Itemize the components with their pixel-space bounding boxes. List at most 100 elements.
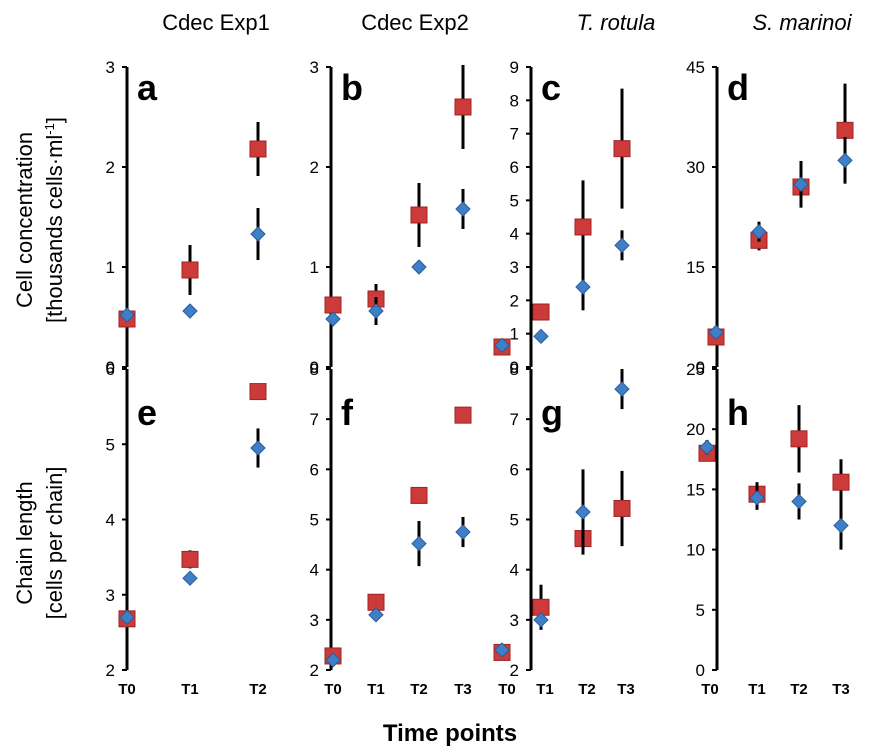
panel-d-blue-marker-3	[837, 152, 853, 169]
panel-g-ytick-label-6: 8	[510, 360, 519, 379]
panel-h-ytick-label-5: 25	[686, 360, 705, 379]
panel-h-xtick-label-3: T3	[832, 681, 850, 698]
panel-b-blue-marker-3	[455, 201, 471, 217]
panel-b-red-marker-3	[454, 98, 472, 116]
panel-f-xtick-label-1: T1	[367, 681, 385, 698]
panel-c-ytick-label-3: 3	[510, 258, 519, 277]
panel-c: 0 1 2 3 4 5 6 7 8 9 c	[493, 58, 631, 377]
panel-c-ytick-label-7: 7	[510, 125, 519, 144]
row-label-bottom-line2: [cells per chain]	[42, 467, 67, 620]
panel-b-blue-marker-0	[325, 311, 341, 327]
panel-c-ytick-label-2: 2	[510, 291, 519, 310]
panel-d: 0 15 30 45 d	[686, 58, 854, 377]
panel-e-ytick-label-1: 3	[106, 586, 115, 605]
panel-f-xtick-label-2: T2	[410, 681, 428, 698]
panel-g-xtick-label-3: T3	[617, 681, 635, 698]
panel-h-xtick-label-1: T1	[748, 681, 766, 698]
panel-d-ytick-label-3: 45	[686, 58, 705, 77]
panel-g-blue-marker-2	[575, 504, 591, 520]
panel-f-blue-marker-1	[368, 607, 384, 623]
panel-c-red-marker-2	[574, 218, 592, 236]
panel-d-blue-marker-2	[793, 176, 809, 193]
panel-h: 0 5 10 15 20 25 h T0 T1 T2 T3	[686, 360, 850, 698]
panel-g-ytick-label-4: 6	[510, 460, 519, 479]
panel-h-ytick-label-2: 10	[686, 541, 705, 560]
panel-e-red-marker-2	[249, 383, 267, 401]
panel-d-ytick-label-1: 15	[686, 258, 705, 277]
panel-c-red-marker-3	[613, 140, 631, 158]
panel-e: 2 3 4 5 6 e T0 T1 T2	[106, 360, 267, 698]
panel-e-xtick-label-1: T1	[181, 681, 199, 698]
panel-g-xtick-label-0: T0	[498, 681, 516, 698]
row-label-top: Cell concentration [thousands cells·ml-1…	[12, 117, 67, 323]
panel-e-ytick-label-4: 6	[106, 360, 115, 379]
panel-b-ytick-label-1: 1	[310, 258, 319, 277]
panel-letter-c: c	[541, 67, 561, 108]
column-title-cdec-exp1: Cdec Exp1	[162, 10, 270, 35]
row-label-bottom-line1: Chain length	[12, 481, 37, 605]
panel-e-blue-marker-1	[182, 570, 198, 586]
panel-f-ytick-label-4: 6	[310, 460, 319, 479]
row-label-top-bracket: ]	[42, 117, 67, 123]
panel-letter-b: b	[341, 67, 363, 108]
panel-h-ytick-label-4: 20	[686, 420, 705, 439]
panel-d-red-marker-3	[836, 121, 854, 139]
panel-h-xtick-label-0: T0	[701, 681, 719, 698]
panel-f-ytick-label-5: 7	[310, 410, 319, 429]
panel-g-ytick-label-0: 2	[510, 661, 519, 680]
panel-h-blue-marker-0	[699, 439, 715, 455]
row-label-top-line2: [thousands cells·ml-1]	[42, 117, 67, 323]
panel-c-ytick-label-4: 4	[510, 225, 519, 244]
panel-f-xtick-label-3: T3	[454, 681, 472, 698]
panel-letter-f: f	[341, 392, 354, 433]
panel-e-red-marker-1	[181, 550, 199, 568]
panel-c-ytick-label-0: 0	[510, 358, 519, 377]
panel-letter-d: d	[727, 67, 749, 108]
panel-g-blue-marker-0	[494, 642, 510, 658]
panel-f-ytick-label-0: 2	[310, 661, 319, 680]
panel-a-red-marker-2	[249, 140, 267, 158]
panel-e-blue-marker-2	[250, 440, 266, 456]
panel-g-blue-marker-1	[533, 612, 549, 628]
panel-f-ytick-label-6: 8	[310, 360, 319, 379]
panel-a-blue-marker-1	[182, 303, 198, 319]
panel-f-ytick-label-1: 3	[310, 611, 319, 630]
panel-f-ytick-label-3: 5	[310, 511, 319, 530]
panel-d-blue-marker-1	[751, 223, 767, 240]
panel-d-ytick-label-2: 30	[686, 158, 705, 177]
panel-e-xtick-label-0: T0	[118, 681, 136, 698]
panel-e-ytick-label-3: 5	[106, 435, 115, 454]
panel-c-red-marker-1	[532, 303, 550, 321]
column-titles: Cdec Exp1 Cdec Exp2 T. rotula S. marinoi	[162, 10, 852, 35]
panel-f-blue-marker-2	[411, 535, 427, 552]
panel-b-blue-marker-1	[368, 303, 384, 319]
panel-a-ytick-label-3: 3	[106, 58, 115, 77]
panel-h-ytick-label-0: 0	[696, 661, 705, 680]
panel-f-red-marker-3	[454, 406, 472, 424]
panel-f-xtick-label-0: T0	[324, 681, 342, 698]
row-label-top-line1: Cell concentration	[12, 132, 37, 308]
panel-a-red-marker-1	[181, 261, 199, 279]
panel-h-xtick-label-2: T2	[790, 681, 808, 698]
panel-a-ytick-label-2: 2	[106, 158, 115, 177]
panel-f-red-marker-2	[410, 486, 428, 504]
panel-g-ytick-label-5: 7	[510, 410, 519, 429]
panel-c-blue-marker-1	[533, 328, 549, 345]
panel-h-red-marker-3	[832, 473, 850, 491]
panel-c-ytick-label-1: 1	[510, 325, 519, 344]
panel-g-ytick-label-2: 4	[510, 561, 519, 580]
panel-g-ytick-label-1: 3	[510, 611, 519, 630]
panel-c-ytick-label-8: 8	[510, 91, 519, 110]
column-title-t-rotula: T. rotula	[577, 10, 656, 35]
panel-c-blue-marker-2	[575, 279, 591, 295]
column-title-cdec-exp2: Cdec Exp2	[361, 10, 469, 35]
panel-h-blue-marker-3	[833, 517, 849, 534]
panel-h-ytick-label-1: 5	[696, 601, 705, 620]
panel-h-blue-marker-1	[749, 490, 765, 506]
panel-h-blue-marker-2	[791, 493, 807, 510]
panel-f-ytick-label-2: 4	[310, 561, 319, 580]
panel-letter-g: g	[541, 392, 563, 433]
panel-letter-a: a	[137, 67, 158, 108]
panel-b-ytick-label-2: 2	[310, 158, 319, 177]
